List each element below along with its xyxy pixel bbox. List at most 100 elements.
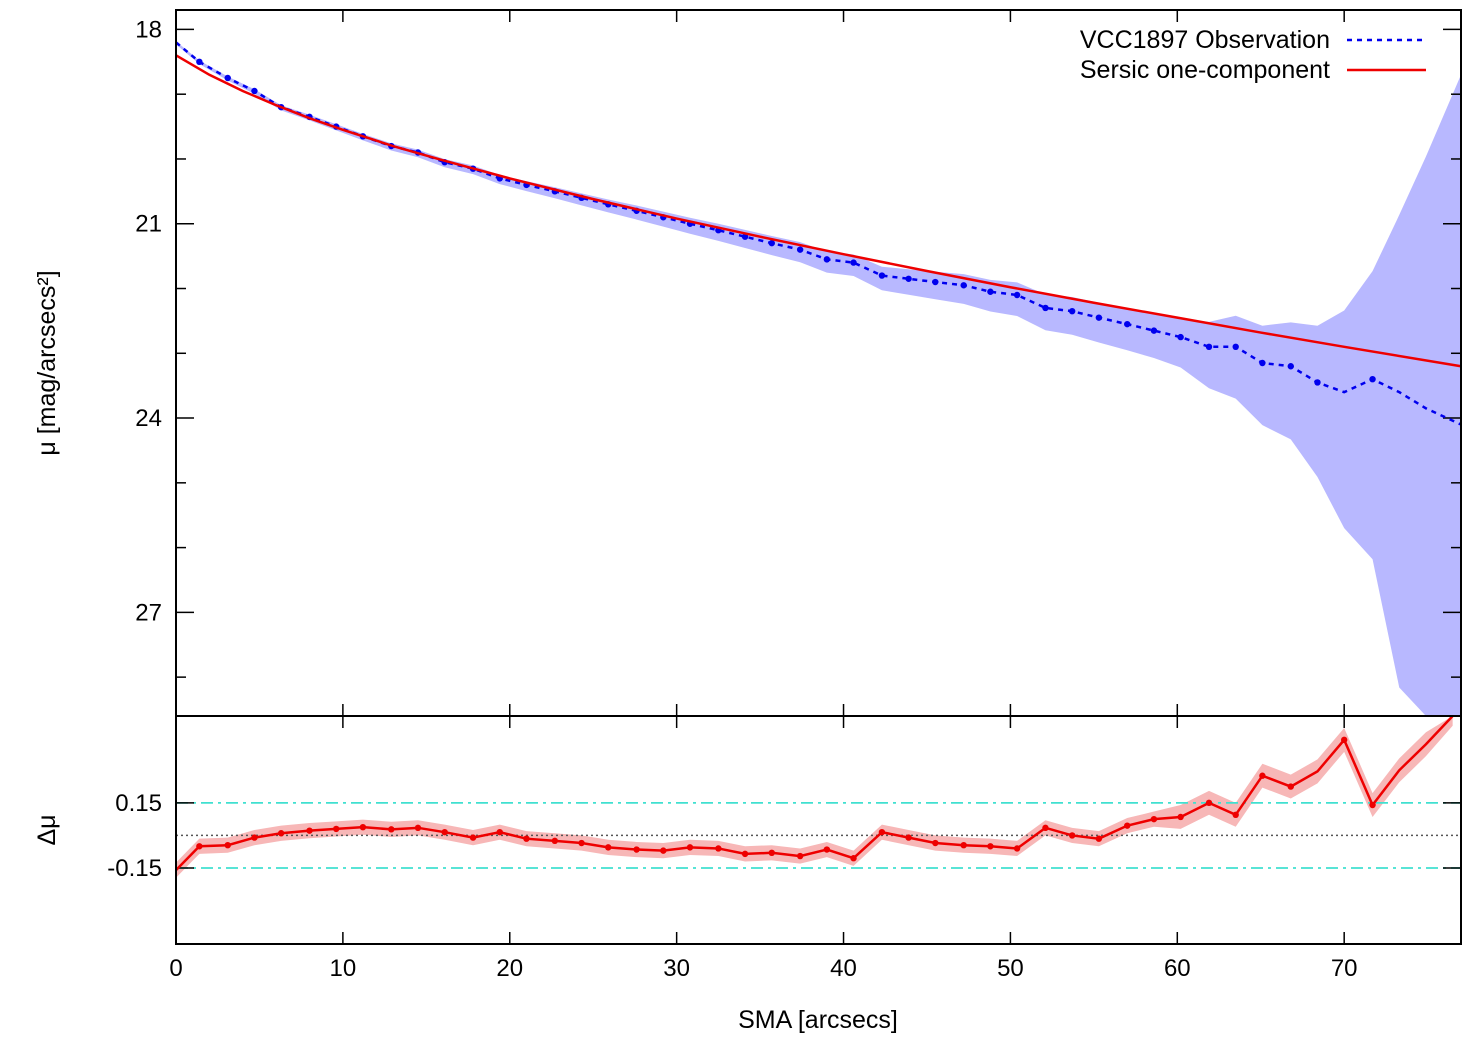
residual-point — [578, 839, 585, 847]
x-axis-label: SMA [arcsecs] — [738, 1006, 898, 1034]
bottom-axes-border — [175, 715, 1462, 945]
residual-point — [1287, 783, 1294, 790]
top-ticks: 18 21 24 27 — [135, 10, 1461, 716]
residual-point — [715, 845, 722, 852]
residual-point — [388, 826, 395, 833]
observation-point — [823, 256, 831, 263]
observation-point — [1314, 379, 1321, 386]
residual-point — [414, 824, 422, 832]
observation-point — [1287, 363, 1294, 370]
observation-point — [1068, 307, 1076, 315]
residual-point — [1177, 813, 1184, 821]
bottom-panel: 0 10 20 30 40 50 60 70 0.15 -0.15 Δμ SMA [arcsecs… — [33, 715, 1461, 1034]
residual-point — [905, 834, 912, 841]
residual-point — [1340, 736, 1348, 744]
residual-point — [1205, 799, 1213, 807]
legend: VCC1897 Observation Sersic one-component — [1080, 26, 1426, 84]
residual-point — [359, 823, 367, 831]
x-tick-label: 70 — [1331, 955, 1358, 982]
top-y-tick-label: 21 — [135, 211, 162, 238]
residual-point — [224, 842, 231, 849]
top-y-tick-label: 27 — [135, 599, 162, 626]
bottom-ticks: 0 10 20 30 40 50 60 70 0.15 -0.15 — [107, 716, 1461, 982]
top-y-axis-label: μ [mag/arcsecs²] — [33, 270, 61, 455]
residual-point — [306, 827, 313, 834]
residual-line — [175, 715, 1454, 872]
observation-point — [251, 87, 258, 95]
x-tick-label: 0 — [169, 955, 182, 982]
observation-point — [1124, 320, 1131, 328]
observation-point — [741, 233, 749, 240]
residual-point — [823, 846, 831, 853]
residual-point — [196, 843, 203, 850]
residual-point — [741, 850, 749, 858]
observation-point — [960, 282, 967, 289]
residual-point — [277, 830, 285, 837]
observation-point — [1013, 291, 1021, 299]
residual-point — [1042, 824, 1049, 832]
observation-point — [1150, 327, 1158, 334]
observation-point — [768, 239, 775, 247]
residual-point — [686, 844, 694, 851]
observation-point — [932, 278, 939, 286]
residual-point — [878, 828, 886, 836]
x-tick-label: 10 — [330, 955, 357, 982]
observation-point — [1177, 333, 1184, 341]
reference-lines — [176, 801, 1461, 869]
residual-point — [850, 855, 857, 862]
residual-point — [496, 828, 503, 836]
top-panel: 18 21 24 27 μ [mag/arcsecs²] VCC1897 Observ… — [33, 10, 1462, 717]
top-y-tick-label: 24 — [135, 405, 162, 432]
residual-point — [960, 842, 967, 849]
observation-point — [850, 259, 857, 266]
x-tick-label: 60 — [1164, 955, 1191, 982]
residual-point — [1259, 772, 1266, 779]
observation-point — [1042, 304, 1049, 312]
x-tick-label: 20 — [496, 955, 523, 982]
bottom-y-tick-label: 0.15 — [115, 790, 162, 817]
residual-band — [176, 716, 1453, 878]
legend-label-sersic: Sersic one-component — [1080, 56, 1330, 84]
observation-point — [905, 275, 912, 282]
observation-band-polygon — [176, 41, 1461, 717]
residual-point — [333, 825, 340, 833]
observation-point — [987, 288, 994, 295]
residual-point — [469, 834, 477, 841]
sersic-line — [175, 54, 1462, 368]
observation-point — [1095, 314, 1103, 321]
top-y-tick-label: 18 — [135, 16, 162, 43]
bottom-y-tick-label: -0.15 — [107, 855, 162, 882]
residual-point — [932, 839, 939, 847]
residual-point — [633, 846, 640, 853]
residual-point — [987, 843, 994, 850]
observation-point — [878, 272, 886, 279]
residual-point — [1124, 822, 1131, 829]
residual-point — [551, 837, 559, 845]
bottom-y-axis-label: Δμ — [33, 814, 61, 845]
residual-point — [1232, 811, 1239, 818]
observation-point — [196, 58, 203, 66]
top-series — [175, 41, 1462, 426]
observation-error-band — [176, 41, 1461, 717]
residual-band-polygon — [176, 716, 1453, 878]
legend-label-observation: VCC1897 Observation — [1080, 26, 1330, 54]
observation-point — [224, 74, 231, 82]
residual-point — [523, 835, 530, 842]
residual-point — [660, 847, 667, 854]
residual-point — [768, 849, 775, 856]
x-tick-label: 40 — [830, 955, 857, 982]
residual-point — [1150, 815, 1158, 823]
observation-point — [1259, 359, 1266, 367]
residual-point — [251, 834, 258, 841]
observation-point — [796, 246, 804, 253]
x-tick-label: 50 — [997, 955, 1024, 982]
residual-point — [1068, 832, 1076, 839]
x-tick-label: 30 — [663, 955, 690, 982]
observation-point — [1205, 343, 1213, 351]
observation-point — [1369, 375, 1376, 383]
residual-point — [796, 852, 804, 860]
observation-point — [1232, 343, 1239, 351]
residual-point — [1369, 801, 1376, 809]
residual-point — [605, 844, 612, 851]
